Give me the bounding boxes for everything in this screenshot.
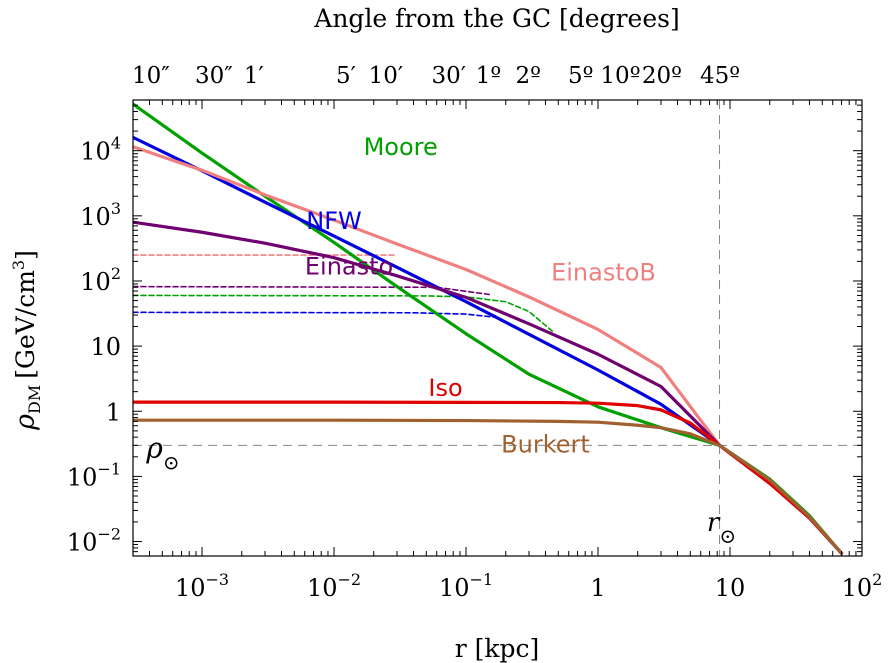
dashed--0000e0-line bbox=[133, 311, 494, 318]
y-axis-unit-sup: 3 bbox=[9, 260, 28, 270]
top-axis-title: Angle from the GC [degrees] bbox=[313, 4, 679, 33]
tick-layer bbox=[132, 99, 863, 557]
y-tick-label: 10−1 bbox=[67, 459, 121, 491]
top-tick-label: 30″ bbox=[195, 63, 233, 89]
y-axis-unit-close: ] bbox=[11, 250, 40, 260]
y-tick-label: 104 bbox=[80, 134, 121, 166]
x-tick-label: 10−1 bbox=[439, 570, 493, 602]
series-nfw-line bbox=[133, 135, 844, 555]
dashed--00a000-line bbox=[133, 294, 554, 332]
y-axis-unit: [GeV/cm bbox=[11, 270, 40, 379]
series-label-moore: Moore bbox=[364, 133, 438, 161]
x-tick-label: 10−3 bbox=[175, 570, 229, 602]
x-tick-label: 10 bbox=[715, 574, 746, 602]
top-tick-label: 1′ bbox=[244, 63, 264, 89]
series-einasto-line bbox=[133, 220, 844, 555]
series-label-einastob: EinastoB bbox=[551, 259, 656, 287]
x-tick-label: 1 bbox=[590, 574, 605, 602]
x-tick-label: 10−2 bbox=[307, 570, 361, 602]
top-tick-label: 10″ bbox=[132, 63, 170, 89]
series-label-burkert: Burkert bbox=[501, 430, 590, 458]
series-moore-line bbox=[133, 102, 844, 555]
y-tick-label: 10 bbox=[90, 333, 121, 361]
top-tick-label: 10′ bbox=[369, 63, 404, 89]
top-tick-label: 10º bbox=[600, 63, 640, 89]
series-burkert-line bbox=[133, 418, 844, 555]
x-tick-label: 102 bbox=[842, 570, 883, 602]
top-tick-label: 30′ bbox=[431, 63, 466, 89]
top-tick-label: 1º bbox=[476, 63, 501, 89]
top-tick-label: 45º bbox=[700, 63, 740, 89]
top-tick-label: 5º bbox=[568, 63, 593, 89]
top-tick-label: 2º bbox=[515, 63, 540, 89]
y-tick-label: 102 bbox=[80, 264, 121, 296]
r-sun-label: r⊙ bbox=[707, 508, 736, 548]
y-tick-label: 1 bbox=[106, 398, 121, 426]
y-tick-label: 10−2 bbox=[67, 525, 121, 557]
x-axis-title: r [kpc] bbox=[455, 634, 540, 663]
series-einastob-line bbox=[133, 145, 844, 555]
series-label-nfw: NFW bbox=[306, 207, 362, 235]
top-tick-label: 20º bbox=[642, 63, 682, 89]
reference-lines bbox=[133, 100, 862, 556]
rho-sun-label: ρ⊙ bbox=[145, 431, 179, 474]
series-layer bbox=[133, 102, 844, 555]
y-axis-symbol: ρ bbox=[10, 414, 41, 431]
y-axis-subscript: DM bbox=[25, 385, 44, 414]
series-label-iso: Iso bbox=[428, 374, 462, 402]
series-iso-line bbox=[133, 400, 844, 555]
plot-frame bbox=[132, 99, 863, 557]
top-tick-label: 5′ bbox=[336, 63, 356, 89]
y-tick-label: 103 bbox=[80, 199, 121, 231]
label-layer: Angle from the GC [degrees] r [kpc] ρDM [… bbox=[9, 4, 882, 663]
y-axis-title: ρDM [GeV/cm3] bbox=[9, 250, 44, 431]
series-label-einasto: Einasto bbox=[305, 253, 393, 281]
